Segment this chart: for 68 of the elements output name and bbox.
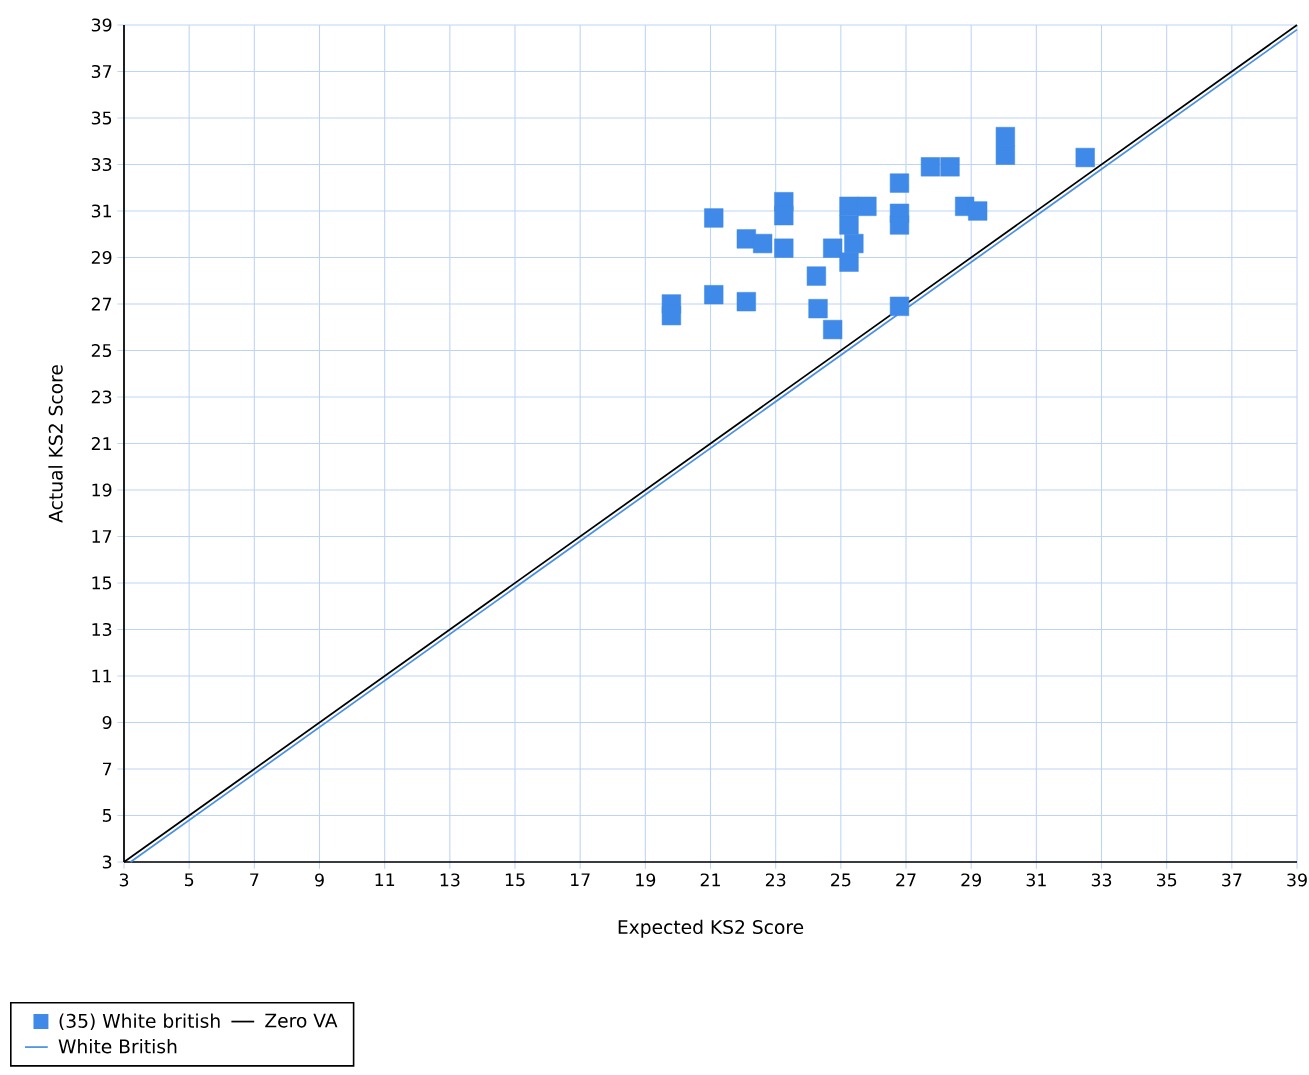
point [753, 233, 773, 254]
point [736, 292, 756, 312]
x-tick-label: 5 [184, 873, 194, 887]
y-tick-label: 27 [91, 297, 112, 311]
x-tick-label: 21 [700, 873, 720, 887]
y-axis-title: Actual KS2 Score [48, 365, 63, 523]
x-tick-label: 19 [636, 873, 656, 887]
point [839, 196, 859, 216]
x-tick-label: 13 [440, 873, 460, 887]
y-tick-label: 13 [92, 622, 112, 637]
point [661, 306, 682, 326]
y-tick-label: 23 [91, 390, 112, 404]
point [995, 126, 1015, 147]
point [844, 233, 864, 254]
point [857, 196, 877, 216]
x-tick-label: 37 [1222, 873, 1242, 887]
point [968, 201, 988, 221]
point [774, 238, 794, 258]
y-tick-label: 31 [91, 204, 112, 218]
x-axis-title: Expected KS2 Score [618, 919, 804, 938]
legend-label: (35) White british [59, 1013, 220, 1031]
x-tick-label: 25 [831, 873, 851, 887]
y-tick-label: 35 [91, 111, 112, 125]
y-tick-label: 7 [103, 762, 112, 776]
y-tick-label: 33 [91, 157, 112, 172]
point [995, 145, 1015, 165]
y-tick-label: 37 [91, 64, 112, 79]
x-tick-label: 17 [571, 873, 590, 887]
point [839, 252, 859, 272]
y-tick-label: 3 [102, 855, 112, 869]
y-tick-label: 5 [102, 809, 112, 822]
x-tick-label: 29 [961, 873, 981, 887]
point [823, 319, 843, 340]
x-tick-label: 3 [119, 873, 129, 887]
point [823, 238, 843, 258]
x-tick-label: 11 [375, 873, 395, 887]
point [774, 206, 794, 226]
y-tick-label: 15 [92, 576, 112, 590]
x-tick-label: 31 [1026, 873, 1046, 887]
x-tick-label: 33 [1091, 873, 1112, 887]
x-tick-label: 39 [1287, 873, 1307, 887]
legend-label: Zero VA [265, 1013, 338, 1028]
y-tick-label: 39 [91, 18, 112, 32]
x-tick-label: 7 [250, 873, 259, 887]
point [889, 296, 910, 316]
y-tick-label: 9 [102, 715, 112, 730]
point [889, 173, 910, 193]
point [1075, 147, 1095, 168]
y-tick-label: 17 [92, 530, 112, 543]
point [808, 299, 828, 319]
y-tick-label: 11 [92, 669, 112, 683]
point [920, 157, 941, 177]
x-tick-label: 23 [765, 873, 786, 887]
y-tick-label: 19 [92, 483, 112, 497]
x-tick-label: 15 [505, 873, 525, 887]
point [806, 266, 827, 286]
y-tick-label: 29 [91, 250, 112, 265]
point [704, 285, 724, 305]
point [704, 208, 724, 228]
x-tick-label: 9 [315, 873, 324, 887]
legend-label: White British [58, 1038, 177, 1054]
point [839, 215, 859, 235]
point [940, 157, 960, 177]
y-tick-label: 25 [91, 343, 112, 358]
x-tick-label: 35 [1156, 873, 1177, 887]
x-tick-label: 27 [896, 873, 916, 887]
y-tick-label: 21 [91, 437, 112, 450]
point [889, 215, 910, 235]
